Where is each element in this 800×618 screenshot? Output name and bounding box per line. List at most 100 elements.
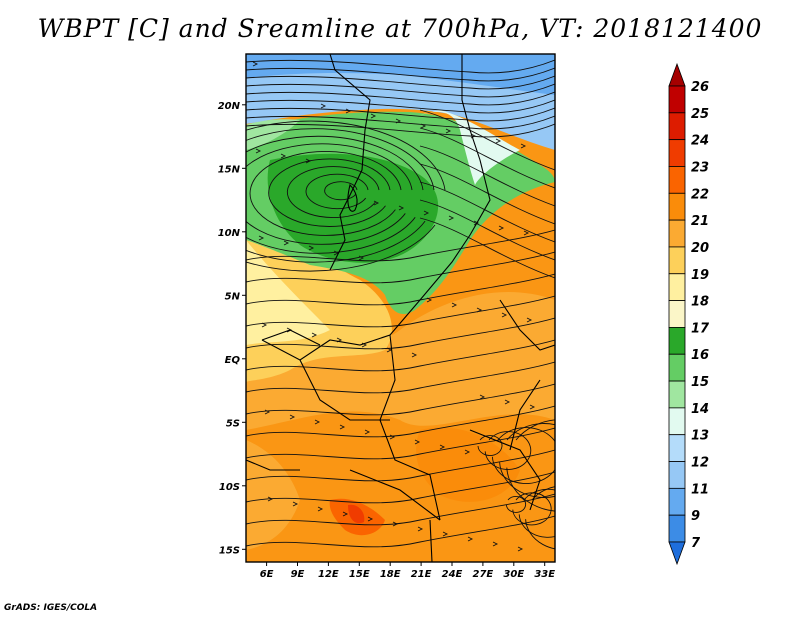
streamline <box>305 173 369 210</box>
streamline-arrow <box>423 210 430 216</box>
lat-tick-label: 15N <box>218 164 241 175</box>
lat-tick-label: EQ <box>225 355 241 366</box>
streamline-arrow <box>523 230 530 236</box>
streamline <box>246 120 446 272</box>
streamline <box>505 495 527 513</box>
streamline-arrow <box>308 245 315 251</box>
streamline-arrow <box>395 118 402 124</box>
streamline-arrow <box>305 158 312 164</box>
streamline-arrow <box>289 414 296 420</box>
streamline <box>246 99 555 114</box>
colorbar-label: 24 <box>691 134 709 149</box>
streamline-arrow <box>317 506 324 512</box>
colorbar-swatch <box>668 112 686 141</box>
streamline-arrow <box>345 108 352 114</box>
lon-tick-label: 24E <box>442 569 463 580</box>
colorbar-label: 26 <box>691 80 709 95</box>
streamline-arrow <box>292 501 299 507</box>
lon-tick-label: 18E <box>380 569 401 580</box>
lat-tick-label: 20N <box>218 101 241 112</box>
colorbar-label: 19 <box>691 268 709 283</box>
streamline-arrow <box>411 352 418 358</box>
streamline-arrow <box>473 220 480 226</box>
streamline-arrow <box>439 444 446 450</box>
streamline-arrow <box>392 521 399 527</box>
colorbar-label: 22 <box>691 187 709 202</box>
lon-tick-label: 9E <box>291 569 305 580</box>
streamline <box>419 163 555 225</box>
streamline <box>419 199 555 261</box>
streamline-arrow <box>389 434 396 440</box>
streamline-arrow <box>479 394 486 400</box>
streamline-arrow <box>442 531 449 537</box>
lat-tick-label: 10S <box>219 482 240 493</box>
streamline-arrow <box>370 113 377 119</box>
streamline-arrow <box>526 317 533 323</box>
streamline <box>246 405 555 438</box>
colorbar-swatch <box>668 246 686 275</box>
streamline-arrow <box>467 536 474 542</box>
colorbar-label: 16 <box>691 348 709 363</box>
streamline <box>246 317 555 350</box>
streamline-arrow <box>267 496 274 502</box>
colorbar: 26 25 24 23 22 21 20 19 18 17 16 15 14 13 12 11 9 7 <box>668 62 710 566</box>
streamline <box>246 83 555 98</box>
streamline-arrow <box>261 322 268 328</box>
colorbar-swatch <box>668 219 686 248</box>
colorbar-label: 14 <box>691 402 709 417</box>
colorbar-label: 23 <box>691 160 709 175</box>
lon-tick-label: 21E <box>411 569 432 580</box>
streamline-arrow <box>283 240 290 246</box>
streamline <box>286 166 380 219</box>
streamline <box>246 91 555 106</box>
colorbar-label: 12 <box>691 456 709 471</box>
streamline <box>246 229 555 262</box>
streamline-arrow <box>451 302 458 308</box>
colorbar-swatch <box>668 85 686 114</box>
grads-credit: GrADS: IGES/COLA <box>4 603 98 613</box>
streamline-arrow <box>339 424 346 430</box>
colorbar-label: 25 <box>691 107 709 122</box>
streamline-arrow <box>414 439 421 445</box>
streamline-arrow <box>495 138 502 144</box>
lat-tick-label: 15S <box>219 545 240 556</box>
streamline-arrow <box>520 143 527 149</box>
colorbar-swatch <box>668 139 686 167</box>
streamline-arrow <box>476 307 483 313</box>
map-frame <box>245 53 556 563</box>
colorbar-label: 17 <box>691 321 710 336</box>
streamline <box>246 123 555 138</box>
streamline-arrow <box>448 215 455 221</box>
colorbar-label: 7 <box>691 536 701 551</box>
streamline <box>246 143 413 245</box>
lon-tick-label: 27E <box>473 569 494 580</box>
colorbar-label: 18 <box>691 295 709 310</box>
streamline <box>477 435 503 456</box>
streamline-arrow <box>501 312 508 318</box>
colorbar-label: 9 <box>691 509 700 524</box>
colorbar-swatch <box>668 380 686 409</box>
streamline-arrow <box>517 546 524 552</box>
streamline <box>484 431 532 470</box>
streamline <box>246 251 555 284</box>
streamline <box>506 419 555 512</box>
streamline-arrow <box>314 419 321 425</box>
lon-tick-label: 30E <box>503 569 524 580</box>
streamline-arrow <box>498 225 505 231</box>
streamline <box>246 135 424 254</box>
streamline <box>246 115 555 130</box>
streamline-arrow <box>252 61 259 67</box>
streamline-arrow <box>492 541 499 547</box>
colorbar-label: 20 <box>691 241 709 256</box>
streamlines <box>246 59 555 552</box>
streamline <box>419 109 555 171</box>
colorbar-label: 21 <box>691 214 709 229</box>
streamline <box>246 449 555 482</box>
streamline-arrow <box>373 200 380 206</box>
streamline-arrow <box>320 103 327 109</box>
streamline-arrow <box>420 123 427 129</box>
streamline-arrow <box>311 332 318 338</box>
streamline <box>246 361 555 394</box>
streamline-arrow <box>280 153 287 159</box>
streamline <box>246 75 555 90</box>
